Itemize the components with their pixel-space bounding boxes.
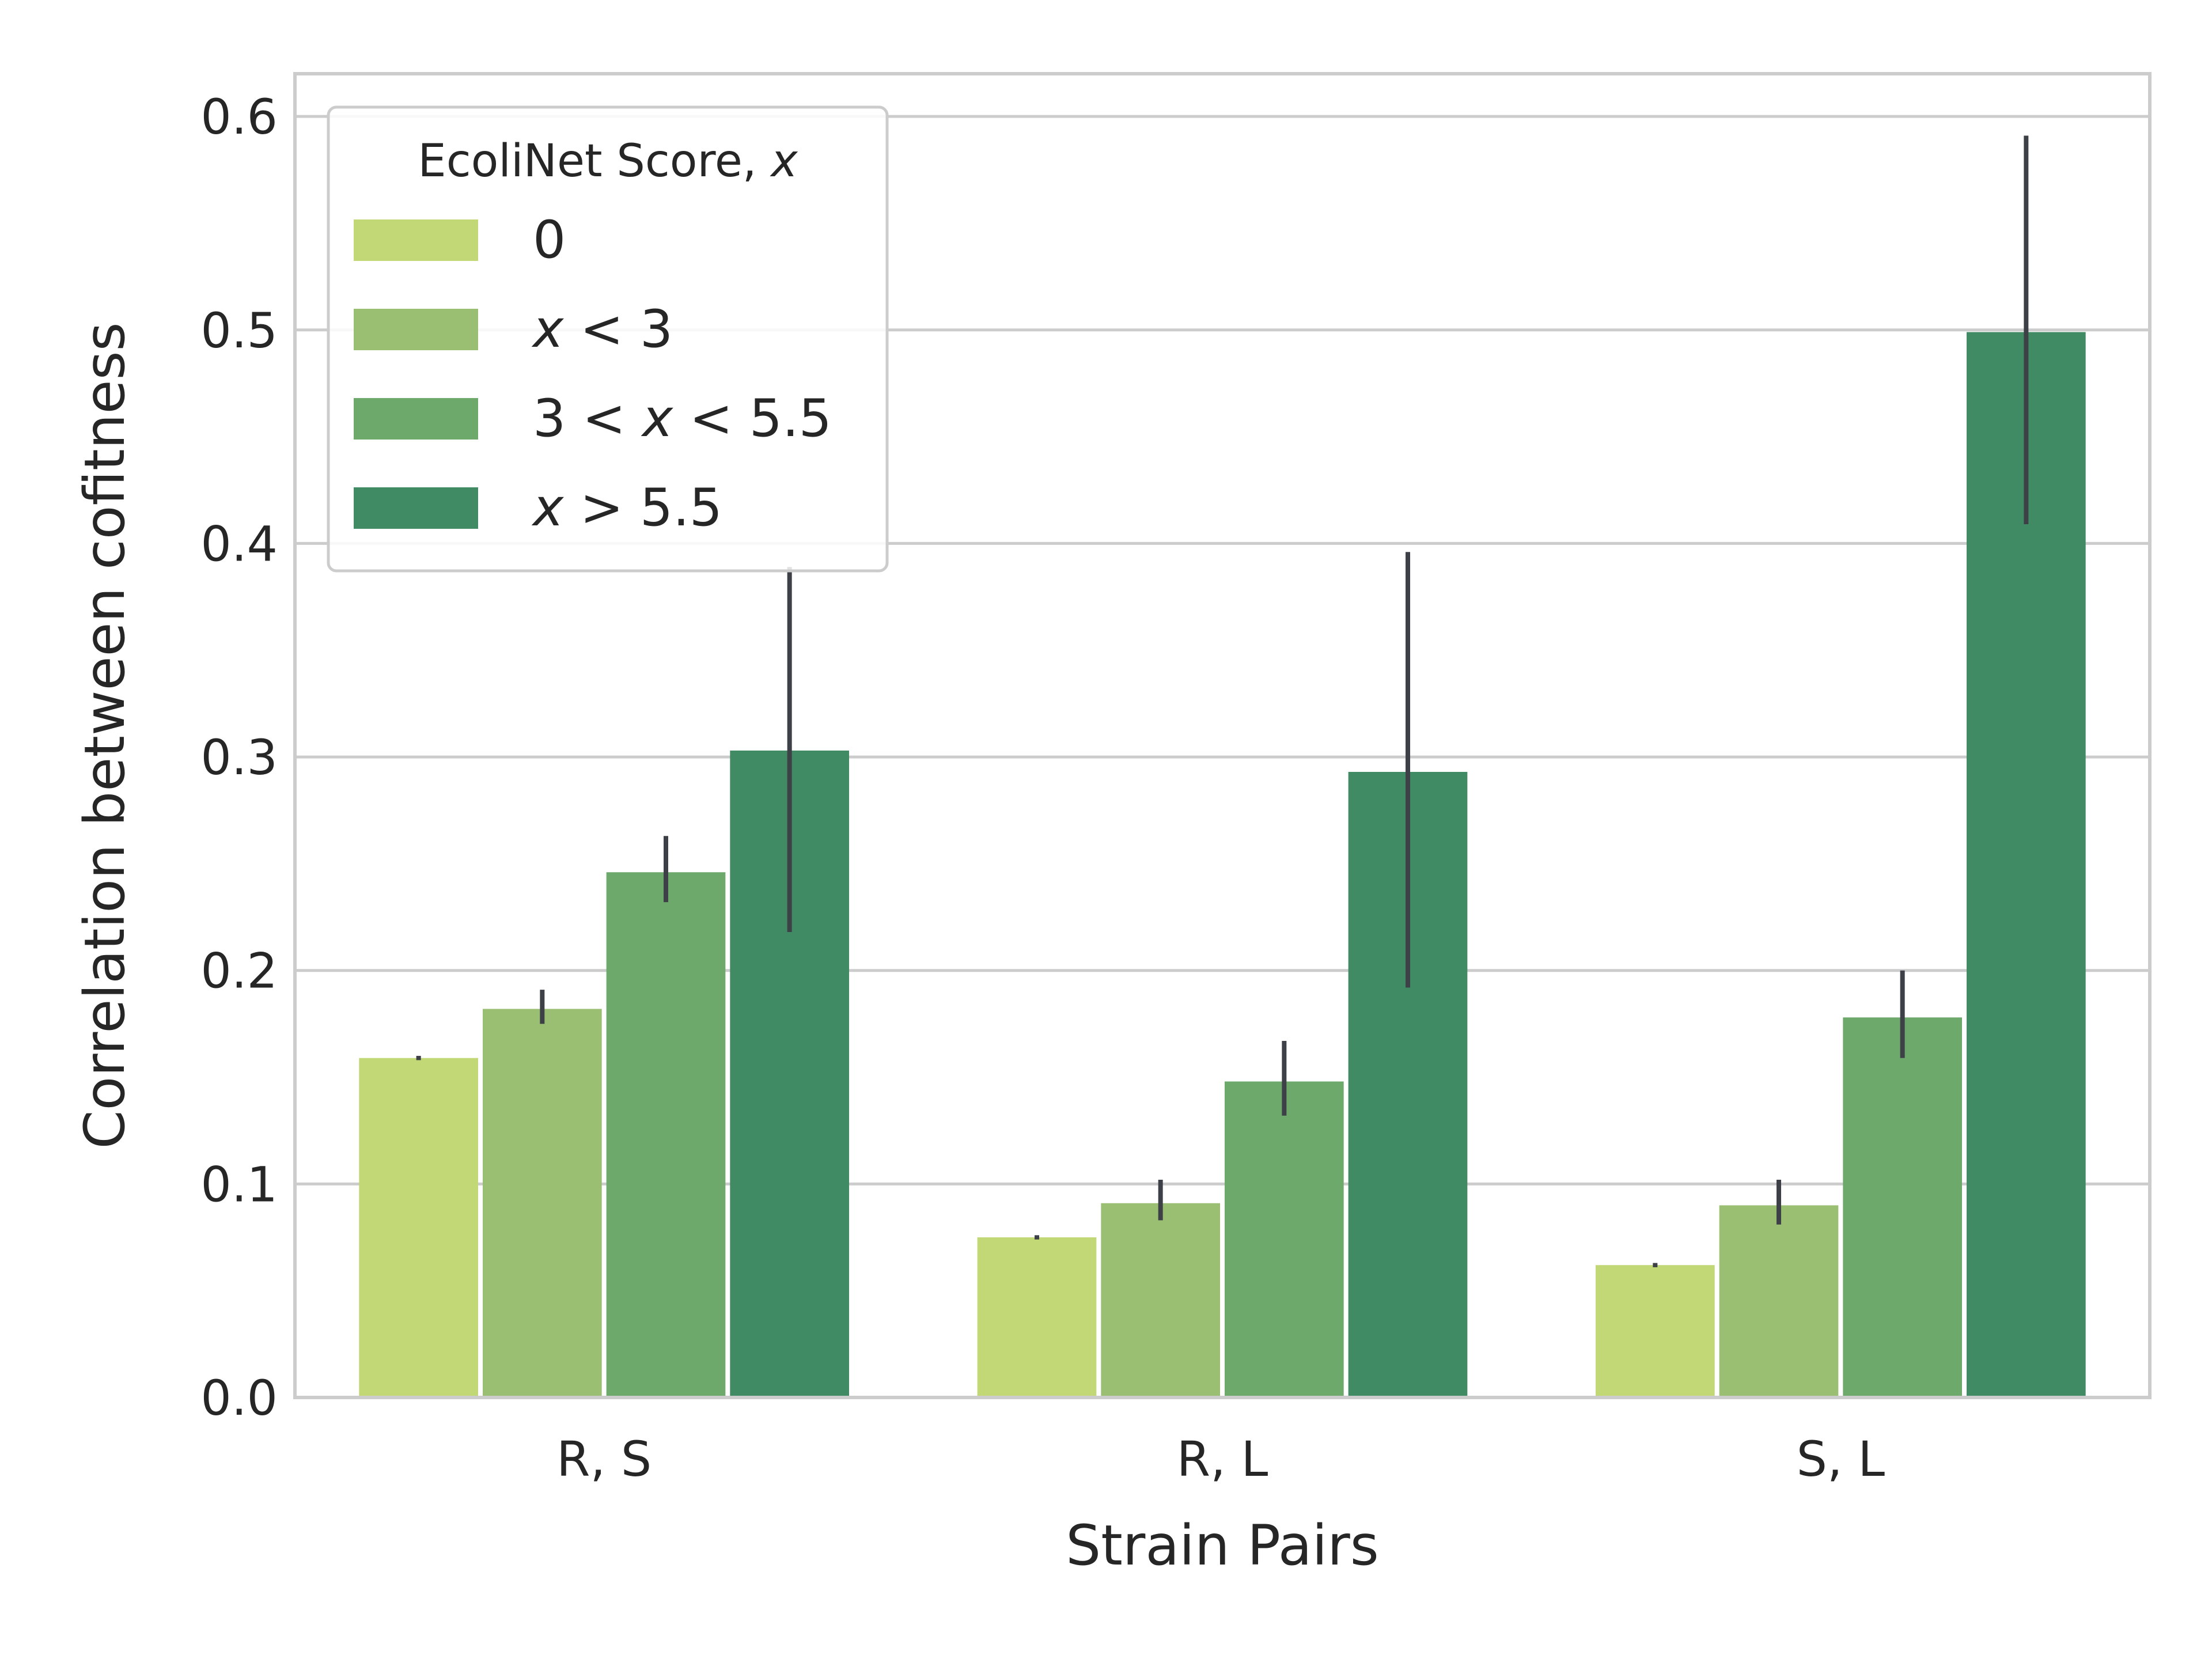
bar bbox=[1596, 1265, 1715, 1397]
bar bbox=[606, 872, 726, 1397]
legend-title: EcoliNet Score, x bbox=[418, 135, 798, 187]
legend-item-label: x < 3 bbox=[531, 299, 673, 359]
legend-item-label: 0 bbox=[533, 210, 566, 270]
legend-swatch bbox=[354, 398, 478, 440]
x-axis-ticks: R, S R, L S, L bbox=[556, 1431, 1885, 1487]
legend: EcoliNet Score, x 0 x < 3 3 < x < 5.5 x > 5.… bbox=[327, 105, 889, 573]
bar bbox=[977, 1237, 1097, 1397]
bars bbox=[359, 332, 2086, 1397]
y-tick-label: 0.3 bbox=[200, 729, 278, 786]
y-tick-label: 0.0 bbox=[200, 1370, 278, 1426]
x-tick-label: R, L bbox=[1177, 1431, 1268, 1487]
y-tick-label: 0.2 bbox=[200, 943, 278, 999]
bar bbox=[1225, 1081, 1344, 1397]
bar bbox=[1843, 1017, 1962, 1397]
y-tick-label: 0.6 bbox=[200, 89, 278, 145]
legend-item-label: x > 5.5 bbox=[531, 478, 722, 538]
x-axis-label: Strain Pairs bbox=[1066, 1513, 1378, 1578]
y-axis-ticks: 0.0 0.1 0.2 0.3 0.4 0.5 0.6 bbox=[200, 89, 278, 1426]
y-tick-label: 0.4 bbox=[200, 516, 278, 572]
bar bbox=[483, 1009, 602, 1397]
x-tick-label: S, L bbox=[1797, 1431, 1885, 1487]
x-tick-label: R, S bbox=[556, 1431, 652, 1487]
error-bars bbox=[416, 135, 2029, 1267]
bar bbox=[359, 1058, 478, 1397]
legend-item-label: 3 < x < 5.5 bbox=[533, 388, 832, 449]
bar bbox=[1101, 1203, 1220, 1397]
legend-swatch bbox=[354, 309, 478, 350]
y-tick-label: 0.1 bbox=[200, 1156, 278, 1213]
plot-frame bbox=[293, 72, 2152, 1399]
y-tick-label: 0.5 bbox=[200, 302, 278, 359]
legend-swatch bbox=[354, 487, 478, 529]
bar bbox=[1719, 1205, 1839, 1397]
legend-swatch bbox=[354, 219, 478, 261]
y-axis-label: Correlation between cofitness bbox=[73, 322, 137, 1149]
